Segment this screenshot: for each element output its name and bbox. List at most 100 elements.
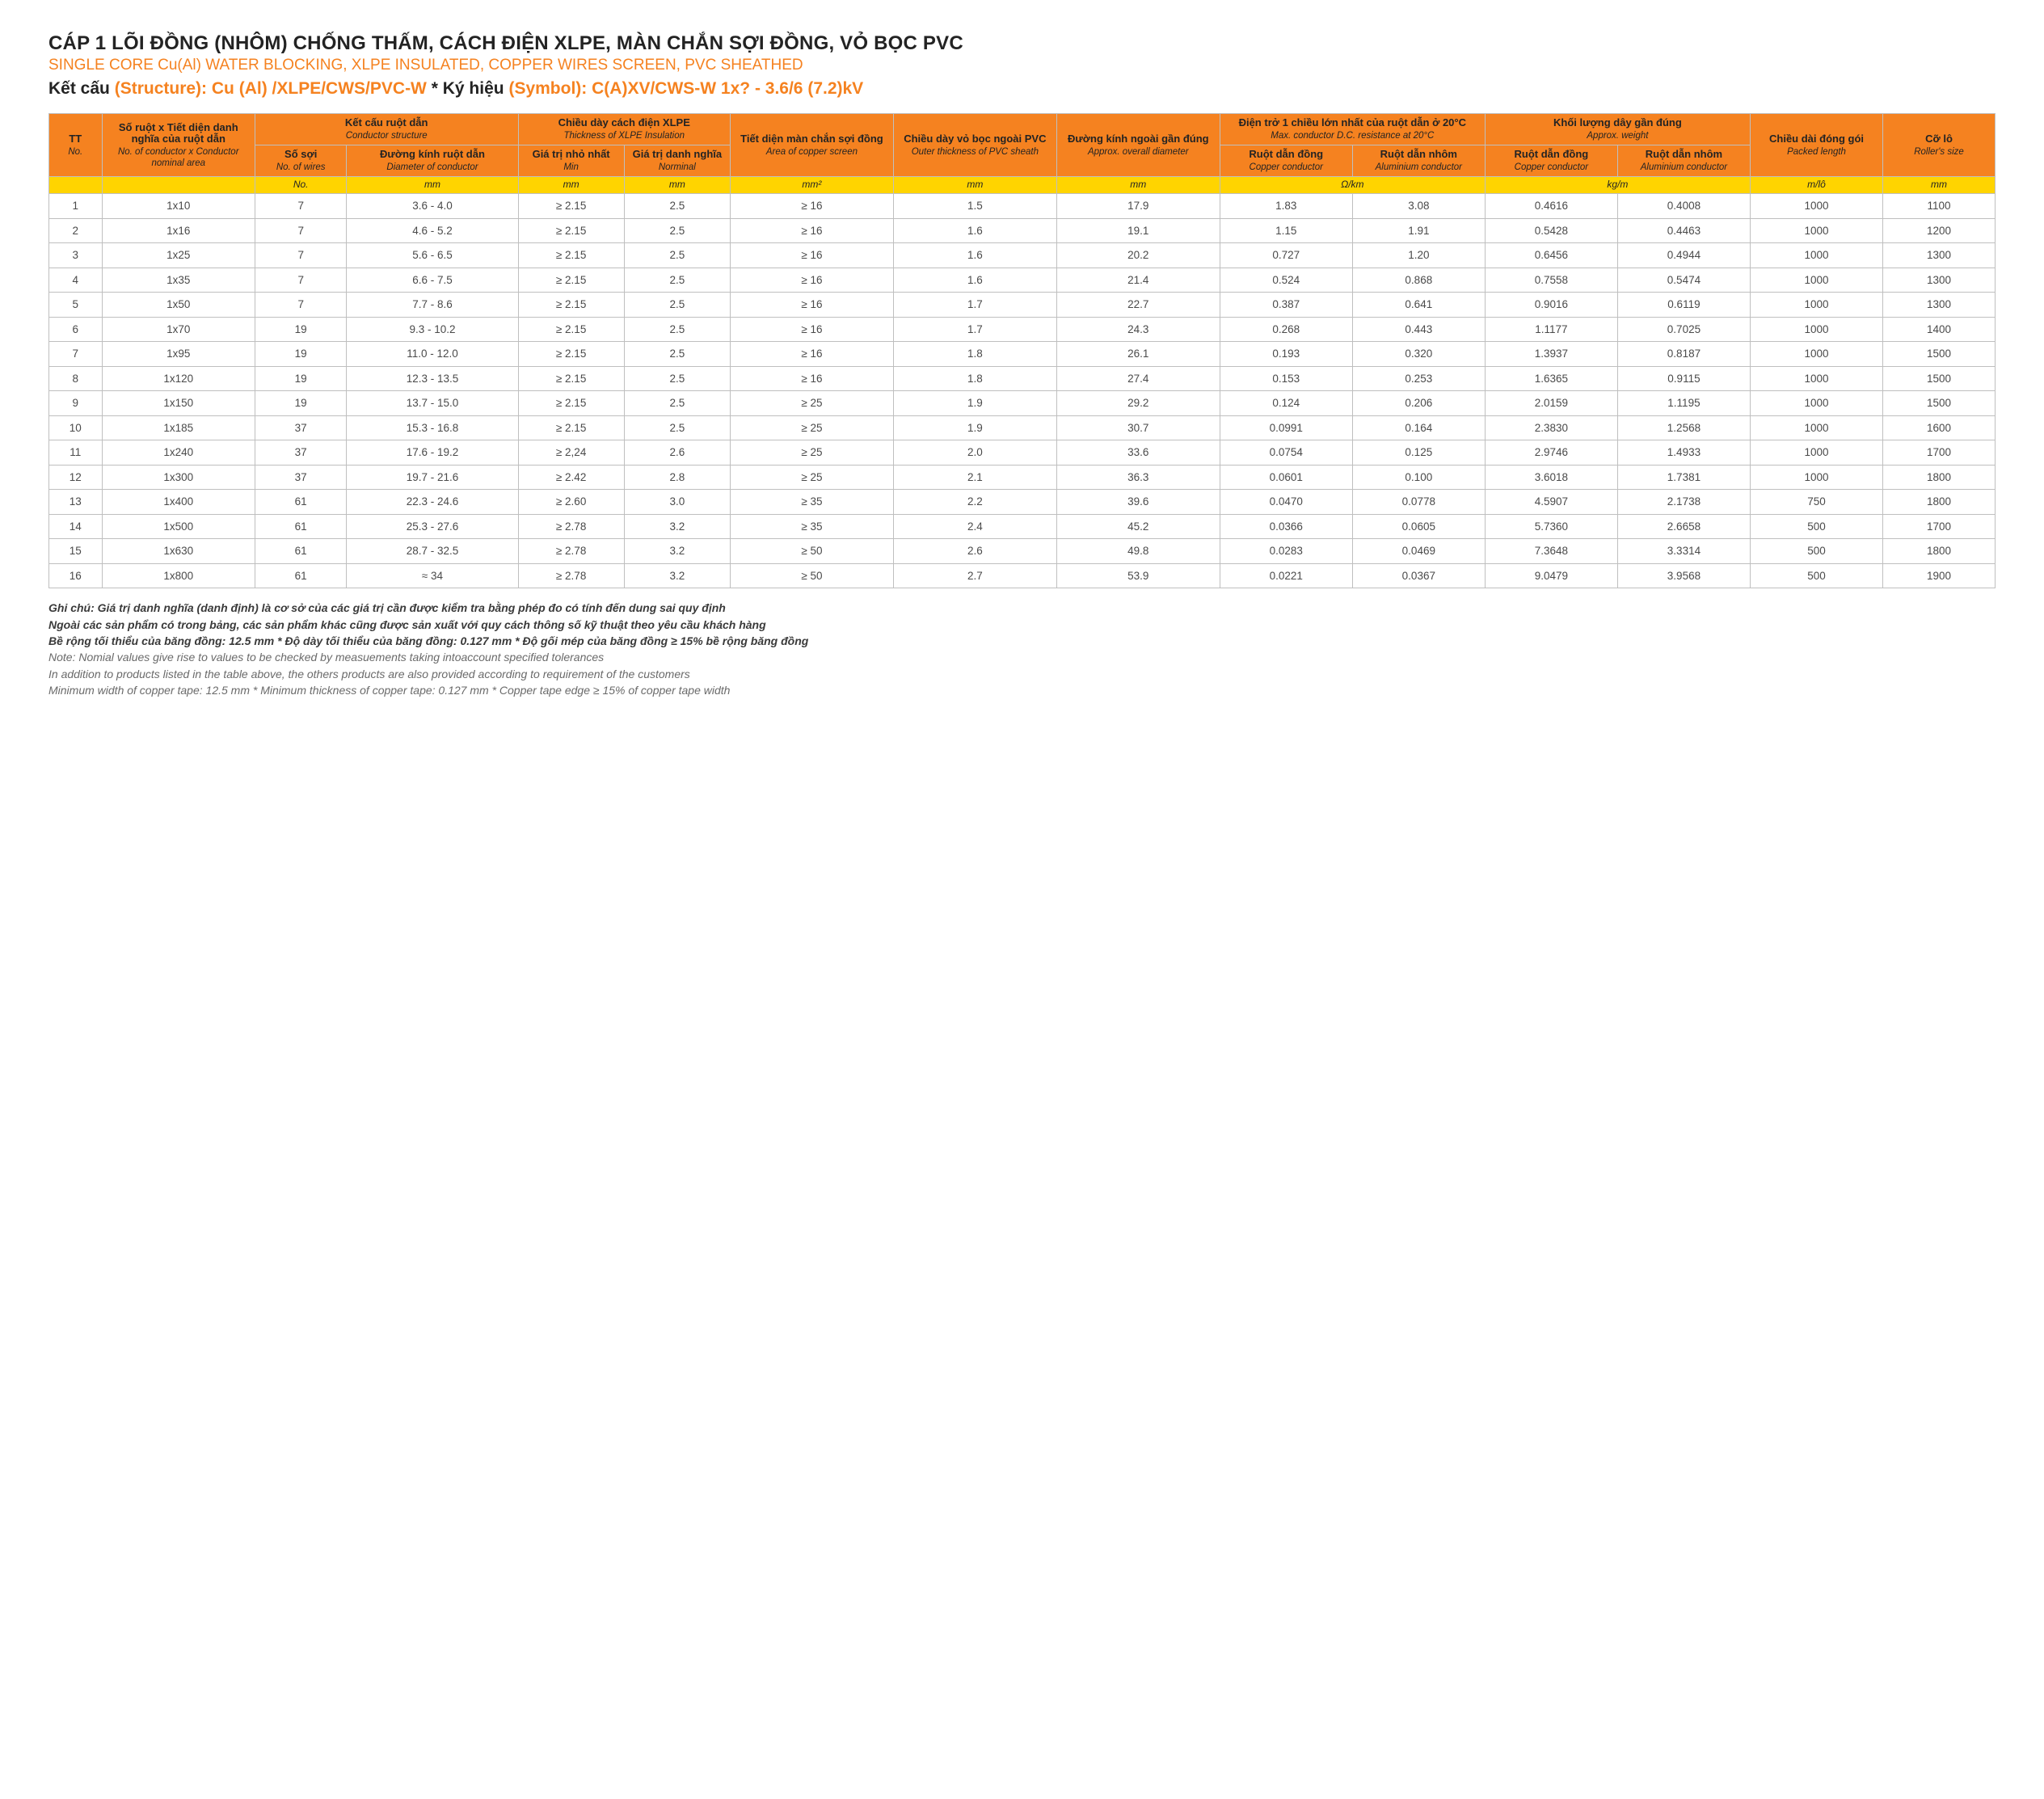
cell-len: 750 [1750, 490, 1882, 515]
cell-od: 22.7 [1056, 293, 1220, 318]
footnotes: Ghi chú: Giá trị danh nghĩa (danh định) … [48, 600, 1996, 698]
cell-nw: 7 [255, 293, 347, 318]
cell-tt: 4 [49, 268, 103, 293]
cell-pvc: 2.0 [893, 440, 1056, 466]
cell-wcu: 1.6365 [1485, 366, 1617, 391]
cell-od: 26.1 [1056, 342, 1220, 367]
cell-od: 53.9 [1056, 563, 1220, 588]
cell-wcu: 3.6018 [1485, 465, 1617, 490]
note-en-2: In addition to products listed in the ta… [48, 666, 1996, 682]
table-row: 151x6306128.7 - 32.5≥ 2.783.2≥ 502.649.8… [49, 539, 1996, 564]
cell-tt: 8 [49, 366, 103, 391]
cell-rcu: 0.193 [1220, 342, 1352, 367]
table-row: 71x951911.0 - 12.0≥ 2.152.5≥ 161.826.10.… [49, 342, 1996, 367]
cell-ral: 0.206 [1352, 391, 1485, 416]
note-vi-1: Ghi chú: Giá trị danh nghĩa (danh định) … [48, 600, 1996, 616]
cell-pvc: 1.9 [893, 391, 1056, 416]
cell-ral: 0.253 [1352, 366, 1485, 391]
unit-wt: kg/m [1485, 177, 1750, 194]
cell-wal: 1.7381 [1617, 465, 1750, 490]
cell-tt: 1 [49, 194, 103, 219]
cell-min: ≥ 2.60 [518, 490, 624, 515]
unit-res: Ω/km [1220, 177, 1485, 194]
cell-roll: 1500 [1883, 342, 1996, 367]
cell-wcu: 7.3648 [1485, 539, 1617, 564]
unit-screen: mm² [730, 177, 893, 194]
unit-dcond: mm [347, 177, 518, 194]
cell-pvc: 1.9 [893, 415, 1056, 440]
cell-min: ≥ 2.15 [518, 268, 624, 293]
cell-len: 1000 [1750, 293, 1882, 318]
cell-pvc: 1.7 [893, 293, 1056, 318]
cell-dia: 17.6 - 19.2 [347, 440, 518, 466]
cell-len: 500 [1750, 563, 1882, 588]
cell-wal: 0.4944 [1617, 243, 1750, 268]
cell-wal: 0.4008 [1617, 194, 1750, 219]
cell-len: 1000 [1750, 194, 1882, 219]
cell-scr: ≥ 35 [730, 490, 893, 515]
cell-scr: ≥ 16 [730, 342, 893, 367]
cell-tt: 11 [49, 440, 103, 466]
cell-scr: ≥ 50 [730, 563, 893, 588]
col-od: Đường kính ngoài gần đúngApprox. overall… [1056, 114, 1220, 177]
cell-min: ≥ 2.15 [518, 243, 624, 268]
cell-nom: 2.5 [624, 293, 730, 318]
cell-pvc: 1.5 [893, 194, 1056, 219]
cell-wcu: 0.6456 [1485, 243, 1617, 268]
cell-ral: 0.320 [1352, 342, 1485, 367]
col-res-group: Điện trở 1 chiều lớn nhất của ruột dẫn ở… [1220, 114, 1485, 145]
cell-roll: 1800 [1883, 465, 1996, 490]
cell-tt: 9 [49, 391, 103, 416]
cell-roll: 1800 [1883, 490, 1996, 515]
cell-wcu: 1.1177 [1485, 317, 1617, 342]
cell-spec: 1x25 [102, 243, 255, 268]
cell-rcu: 1.83 [1220, 194, 1352, 219]
cell-nom: 2.5 [624, 268, 730, 293]
col-ral: Ruột dẫn nhômAluminium conductor [1352, 145, 1485, 177]
cell-dia: 19.7 - 21.6 [347, 465, 518, 490]
cell-dia: 22.3 - 24.6 [347, 490, 518, 515]
cell-dia: 6.6 - 7.5 [347, 268, 518, 293]
cell-od: 21.4 [1056, 268, 1220, 293]
cell-tt: 14 [49, 514, 103, 539]
table-row: 141x5006125.3 - 27.6≥ 2.783.2≥ 352.445.2… [49, 514, 1996, 539]
col-rcu: Ruột dẫn đồngCopper conductor [1220, 145, 1352, 177]
struct-label-vi: Kết cấu [48, 79, 110, 98]
cell-wal: 0.7025 [1617, 317, 1750, 342]
cell-rcu: 0.268 [1220, 317, 1352, 342]
cell-scr: ≥ 25 [730, 465, 893, 490]
cell-od: 30.7 [1056, 415, 1220, 440]
table-row: 161x80061≈ 34≥ 2.783.2≥ 502.753.90.02210… [49, 563, 1996, 588]
cell-nom: 2.5 [624, 218, 730, 243]
unit-pvc: mm [893, 177, 1056, 194]
cell-ral: 0.443 [1352, 317, 1485, 342]
cell-dia: 28.7 - 32.5 [347, 539, 518, 564]
cell-dia: 12.3 - 13.5 [347, 366, 518, 391]
cell-pvc: 2.6 [893, 539, 1056, 564]
cell-pvc: 1.6 [893, 243, 1056, 268]
cell-roll: 1500 [1883, 366, 1996, 391]
table-row: 101x1853715.3 - 16.8≥ 2.152.5≥ 251.930.7… [49, 415, 1996, 440]
cell-ral: 0.0778 [1352, 490, 1485, 515]
cell-nw: 7 [255, 243, 347, 268]
symbol-value: C(A)XV/CWS-W 1x? - 3.6/6 (7.2)kV [592, 79, 863, 98]
cell-nw: 61 [255, 563, 347, 588]
cell-pvc: 1.8 [893, 342, 1056, 367]
cell-od: 36.3 [1056, 465, 1220, 490]
cell-roll: 1300 [1883, 268, 1996, 293]
cell-dia: 15.3 - 16.8 [347, 415, 518, 440]
cell-dia: 25.3 - 27.6 [347, 514, 518, 539]
table-row: 131x4006122.3 - 24.6≥ 2.603.0≥ 352.239.6… [49, 490, 1996, 515]
cell-spec: 1x300 [102, 465, 255, 490]
cell-len: 1000 [1750, 391, 1882, 416]
cell-len: 1000 [1750, 415, 1882, 440]
cell-scr: ≥ 16 [730, 366, 893, 391]
col-dcond: Đường kính ruột dẫnDiameter of conductor [347, 145, 518, 177]
cell-nom: 3.2 [624, 514, 730, 539]
cell-pvc: 2.2 [893, 490, 1056, 515]
cell-spec: 1x150 [102, 391, 255, 416]
cable-spec-table: TTNo. Số ruột x Tiết diện danh nghĩa của… [48, 113, 1996, 588]
table-row: 91x1501913.7 - 15.0≥ 2.152.5≥ 251.929.20… [49, 391, 1996, 416]
title-block: CÁP 1 LÕI ĐỒNG (NHÔM) CHỐNG THẤM, CÁCH Đ… [48, 32, 1996, 99]
cell-tt: 6 [49, 317, 103, 342]
